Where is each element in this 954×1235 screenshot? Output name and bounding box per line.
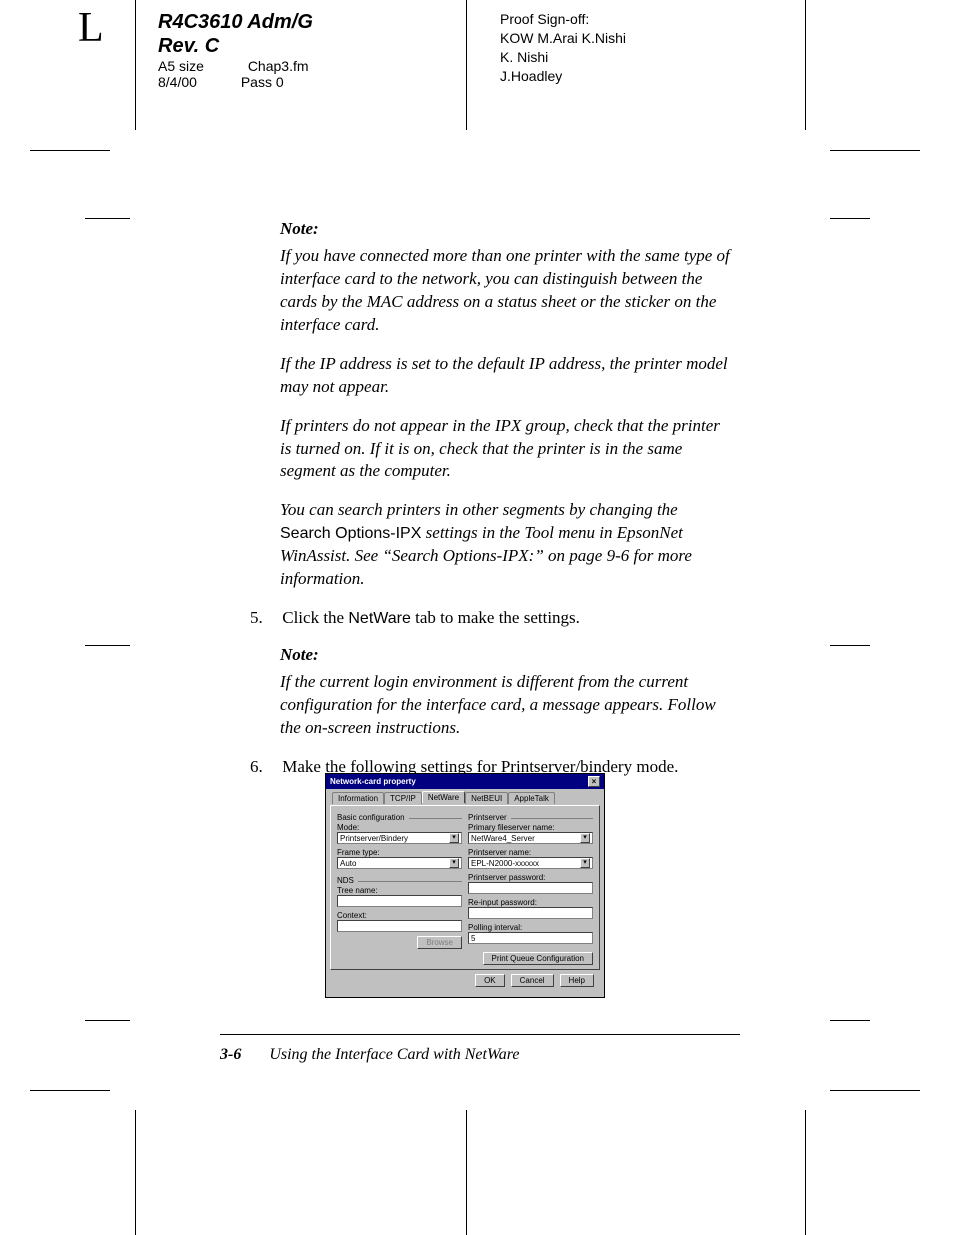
- crop-v: [466, 1110, 467, 1235]
- note-p2: If the IP address is set to the default …: [280, 353, 730, 399]
- basic-config-group: Basic configuration: [337, 813, 409, 822]
- note2-p1: If the current login environment is diff…: [280, 671, 730, 740]
- cancel-button[interactable]: Cancel: [511, 974, 554, 987]
- tab-appletalk[interactable]: AppleTalk: [508, 792, 555, 804]
- ps-password-input[interactable]: [468, 882, 593, 894]
- page-side-letter: L: [78, 4, 104, 52]
- footer-rule: [220, 1034, 740, 1035]
- step-5c: tab to make the settings.: [411, 608, 580, 627]
- tab-tcpip[interactable]: TCP/IP: [384, 792, 422, 804]
- browse-button[interactable]: Browse: [417, 936, 462, 949]
- step-5-num: 5.: [250, 607, 278, 630]
- polling-interval-input[interactable]: 5: [468, 932, 593, 944]
- reinput-password-label: Re-input password:: [468, 898, 593, 907]
- crop-v: [466, 0, 467, 130]
- printserver-name-label: Printserver name:: [468, 848, 593, 857]
- doc-date: 8/4/00: [158, 74, 197, 90]
- chevron-down-icon[interactable]: ▾: [580, 858, 590, 868]
- left-column: Basic configuration Mode: Printserver/Bi…: [337, 812, 462, 963]
- crop-v: [135, 0, 136, 130]
- network-card-dialog: Network-card property × Information TCP/…: [325, 773, 605, 998]
- dialog-buttons: OK Cancel Help: [330, 970, 600, 991]
- signoff-2: K. Nishi: [500, 48, 626, 67]
- primary-fileserver-label: Primary fileserver name:: [468, 823, 593, 832]
- ps-password-label: Printserver password:: [468, 873, 593, 882]
- step-5a: Click the: [282, 608, 348, 627]
- doc-title-2: Rev. C: [158, 34, 313, 58]
- primary-fileserver-value: NetWare4_Server: [471, 834, 535, 843]
- tab-netbeui[interactable]: NetBEUI: [465, 792, 508, 804]
- context-label: Context:: [337, 911, 462, 920]
- note-p4: You can search printers in other segment…: [280, 499, 730, 591]
- page-number: 3-6: [220, 1046, 241, 1063]
- proof-label: Proof Sign-off:: [500, 10, 626, 29]
- tab-panel: Basic configuration Mode: Printserver/Bi…: [330, 805, 600, 970]
- footer-title: Using the Interface Card with NetWare: [269, 1046, 519, 1063]
- note-p4a: You can search printers in other segment…: [280, 500, 678, 519]
- ok-button[interactable]: OK: [475, 974, 505, 987]
- crop-h: [830, 645, 870, 646]
- body-content: Note: If you have connected more than on…: [250, 218, 730, 793]
- search-options-term: Search Options-IPX: [280, 525, 421, 542]
- tab-netware[interactable]: NetWare: [422, 791, 465, 803]
- chapter-file: Chap3.fm: [248, 58, 309, 74]
- help-button[interactable]: Help: [560, 974, 594, 987]
- context-input[interactable]: [337, 920, 462, 932]
- reinput-password-input[interactable]: [468, 907, 593, 919]
- right-column: Printserver Primary fileserver name: Net…: [468, 812, 593, 963]
- dialog-tabs: Information TCP/IP NetWare NetBEUI Apple…: [330, 791, 600, 803]
- crop-h: [830, 1090, 920, 1091]
- tab-information[interactable]: Information: [332, 792, 384, 804]
- dialog-titlebar[interactable]: Network-card property ×: [326, 774, 604, 789]
- crop-h: [85, 1020, 130, 1021]
- crop-h: [830, 150, 920, 151]
- note2-label: Note:: [280, 644, 730, 667]
- signoff-1: KOW M.Arai K.Nishi: [500, 29, 626, 48]
- tree-input[interactable]: [337, 895, 462, 907]
- crop-h: [85, 218, 130, 219]
- printserver-group: Printserver: [468, 813, 511, 822]
- pass-number: Pass 0: [241, 74, 284, 90]
- note-p1: If you have connected more than one prin…: [280, 245, 730, 337]
- crop-h: [830, 1020, 870, 1021]
- frame-value: Auto: [340, 859, 356, 868]
- note-label: Note:: [280, 218, 730, 241]
- header-left: R4C3610 Adm/G Rev. C A5 size Chap3.fm 8/…: [158, 10, 313, 90]
- mode-label: Mode:: [337, 823, 462, 832]
- crop-h: [30, 150, 110, 151]
- step-6-num: 6.: [250, 756, 278, 779]
- chevron-down-icon[interactable]: ▾: [449, 858, 459, 868]
- note-p3: If printers do not appear in the IPX gro…: [280, 415, 730, 484]
- crop-v: [805, 0, 806, 130]
- step-5: 5. Click the NetWare tab to make the set…: [250, 607, 730, 630]
- nds-group: NDS: [337, 876, 358, 885]
- chevron-down-icon[interactable]: ▾: [449, 833, 459, 843]
- primary-fileserver-select[interactable]: NetWare4_Server ▾: [468, 832, 593, 844]
- mode-select[interactable]: Printserver/Bindery ▾: [337, 832, 462, 844]
- crop-h: [30, 1090, 110, 1091]
- polling-interval-label: Polling interval:: [468, 923, 593, 932]
- footer: 3-6 Using the Interface Card with NetWar…: [220, 1046, 520, 1064]
- page-size: A5 size: [158, 58, 204, 74]
- frame-label: Frame type:: [337, 848, 462, 857]
- dialog-title-text: Network-card property: [330, 777, 416, 786]
- printserver-name-select[interactable]: EPL-N2000-xxxxxx ▾: [468, 857, 593, 869]
- crop-h: [830, 218, 870, 219]
- crop-h: [85, 645, 130, 646]
- mode-value: Printserver/Bindery: [340, 834, 408, 843]
- signoff-3: J.Hoadley: [500, 67, 626, 86]
- printserver-name-value: EPL-N2000-xxxxxx: [471, 859, 539, 868]
- polling-interval-value: 5: [471, 934, 475, 943]
- print-queue-config-button[interactable]: Print Queue Configuration: [483, 952, 594, 965]
- close-icon[interactable]: ×: [588, 776, 600, 787]
- header-right: Proof Sign-off: KOW M.Arai K.Nishi K. Ni…: [500, 10, 626, 86]
- netware-term: NetWare: [348, 610, 411, 627]
- tree-label: Tree name:: [337, 886, 462, 895]
- doc-title-1: R4C3610 Adm/G: [158, 10, 313, 34]
- crop-v: [135, 1110, 136, 1235]
- crop-v: [805, 1110, 806, 1235]
- chevron-down-icon[interactable]: ▾: [580, 833, 590, 843]
- frame-select[interactable]: Auto ▾: [337, 857, 462, 869]
